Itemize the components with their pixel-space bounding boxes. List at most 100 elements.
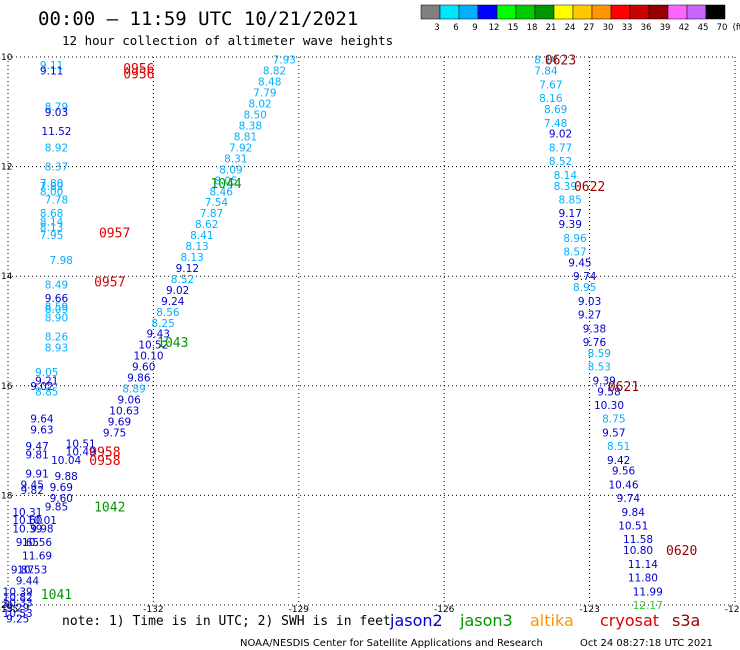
- swh-data-point: 10.60: [12, 515, 42, 527]
- legend-label: 42: [679, 23, 690, 33]
- swh-data-point: 11.52: [41, 126, 71, 138]
- legend-label: 3: [434, 23, 439, 33]
- swh-data-point: 10.31: [12, 507, 42, 519]
- swh-data-point: 9.27: [578, 310, 601, 322]
- swh-data-point: 8.59: [588, 348, 611, 360]
- swh-data-point: 8.75: [602, 414, 625, 426]
- swh-data-point: 9.87: [11, 564, 34, 576]
- legend-label: 12: [489, 23, 500, 33]
- swh-data-point: 11.99: [633, 586, 663, 598]
- time-label: 0956: [123, 67, 154, 82]
- swh-data-point: 9.84: [622, 507, 646, 519]
- swh-data-point: 11.69: [22, 551, 52, 563]
- swh-data-point: 9.25: [6, 614, 29, 626]
- swh-data-point: 9.02: [549, 129, 572, 141]
- x-tick-label: -132: [143, 605, 163, 615]
- legend-label: 39: [660, 23, 671, 33]
- swh-data-point: 9.75: [103, 427, 126, 439]
- swh-data-point: 8.68: [40, 208, 63, 220]
- legend-label: 21: [546, 23, 557, 33]
- swh-data-point: 10.53: [17, 564, 47, 576]
- swh-data-point: 8.14: [554, 170, 578, 182]
- swh-data-point: 8.93: [45, 342, 68, 354]
- timestamp-text: Oct 24 08:27:18 UTC 2021: [580, 638, 713, 649]
- swh-data-point: 8.38: [239, 121, 262, 133]
- legend-swatch: [629, 4, 650, 20]
- y-tick-label: 12: [1, 163, 12, 173]
- x-tick-label: -123: [579, 605, 599, 615]
- swh-data-point: 7.80: [40, 178, 63, 190]
- swh-data-point: 8.14: [534, 55, 558, 67]
- swh-data-point: 8.96: [563, 233, 587, 245]
- time-label: 1041: [41, 588, 72, 603]
- swh-data-point: 8.00: [40, 186, 63, 198]
- legend-label: 45: [698, 23, 709, 33]
- swh-data-point: 9.44: [16, 575, 40, 587]
- swh-data-point: 9.65: [16, 537, 39, 549]
- swh-data-point: 7.98: [50, 255, 73, 267]
- swh-data-point: 8.37: [45, 162, 68, 174]
- time-label: 0956: [123, 62, 154, 77]
- time-label: 0623: [545, 54, 576, 69]
- chart-title: 00:00 – 11:59 UTC 10/21/2021: [38, 8, 358, 30]
- swh-data-point: 9.05: [35, 367, 58, 379]
- swh-data-point: 10.52: [138, 340, 168, 352]
- swh-data-point: 9.76: [583, 337, 607, 349]
- swh-data-point: 7.78: [45, 194, 68, 206]
- swh-data-point: 9.29: [6, 603, 29, 615]
- legend-swatch: [686, 4, 707, 20]
- swh-data-point: 8.85: [559, 194, 582, 206]
- swh-data-point: 9.45: [568, 258, 591, 270]
- swh-data-point: 9.17: [559, 208, 582, 220]
- legend-label: 15: [508, 23, 519, 33]
- legend-label: 27: [584, 23, 595, 33]
- credit-text: NOAA/NESDIS Center for Satellite Applica…: [240, 638, 543, 649]
- legend-label: 70: [717, 23, 728, 33]
- swh-data-point: 8.13: [185, 241, 208, 253]
- swh-data-point: 10.82: [3, 592, 33, 604]
- swh-data-point: 10.33: [3, 597, 33, 609]
- legend-label: 6: [453, 23, 458, 33]
- chart-subtitle: 12 hour collection of altimeter wave hei…: [62, 33, 393, 48]
- swh-data-point: 7.95: [40, 230, 63, 242]
- swh-data-point: 7.54: [205, 197, 229, 209]
- swh-data-point: 7.67: [539, 79, 562, 91]
- legend-unit: (ft): [733, 23, 740, 33]
- swh-data-point: 7.84: [534, 66, 558, 78]
- swh-data-point: 7.92: [229, 142, 252, 154]
- swh-data-point: 9.45: [21, 479, 44, 491]
- swh-data-point: 8.57: [563, 247, 586, 259]
- swh-data-point: 9.39: [559, 219, 582, 231]
- swh-data-point: 8.95: [573, 282, 596, 294]
- swh-data-point: 8.48: [258, 77, 281, 89]
- swh-data-point: 8.62: [195, 219, 218, 231]
- legend-label: 9: [472, 23, 477, 33]
- swh-data-point: 8.79: [45, 101, 68, 113]
- swh-data-point: 9.81: [25, 449, 48, 461]
- swh-data-point: 10.51: [66, 438, 96, 450]
- swh-data-point: 8.59: [45, 301, 68, 313]
- swh-data-point: 8.13: [40, 222, 63, 234]
- swh-data-point: 7.48: [544, 118, 567, 130]
- swh-data-point: 9.43: [147, 329, 170, 341]
- swh-data-point: 10.39: [3, 586, 33, 598]
- swh-data-point: 9.69: [50, 482, 73, 494]
- swh-data-point: 10.53: [3, 608, 33, 620]
- swh-data-point: 8.46: [210, 186, 234, 198]
- swh-data-point: 8.77: [549, 142, 572, 154]
- time-label: 0621: [608, 380, 639, 395]
- swh-data-point: 10.30: [594, 400, 624, 412]
- swh-data-point: 9.82: [21, 485, 44, 497]
- swh-data-point: 9.91: [25, 468, 48, 480]
- swh-data-point: 8.82: [263, 66, 286, 78]
- swh-data-point: 9.12: [176, 263, 199, 275]
- swh-data-point: 11.80: [628, 573, 658, 585]
- swh-data-point: 9.60: [50, 493, 73, 505]
- swh-data-point: 8.16: [539, 93, 563, 105]
- satellite-label-cryosat: cryosat: [600, 611, 659, 630]
- legend-swatch: [667, 4, 688, 20]
- swh-data-point: 9.39: [592, 375, 615, 387]
- legend-swatch: [515, 4, 536, 20]
- swh-data-point: 8.25: [151, 318, 174, 330]
